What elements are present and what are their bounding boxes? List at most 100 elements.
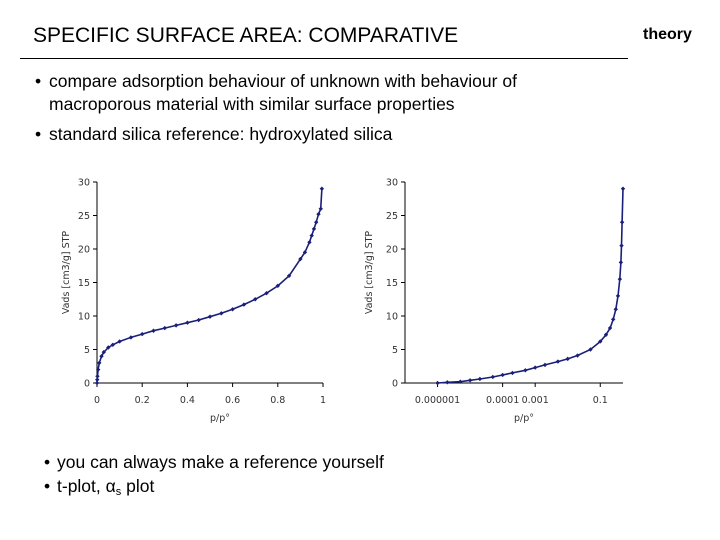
alpha-subscript: s	[115, 486, 122, 498]
series-line	[437, 188, 624, 384]
x-tick-label: 1	[320, 395, 326, 406]
bullet-item: • standard silica reference: hydroxylate…	[35, 123, 517, 146]
y-tick-label: 25	[386, 211, 398, 222]
data-point	[219, 311, 224, 316]
data-point	[477, 376, 483, 382]
data-point	[565, 356, 570, 362]
y-tick-label: 10	[386, 312, 398, 323]
data-point	[286, 273, 292, 278]
data-point	[275, 283, 280, 289]
x-tick-label: 0.0001	[486, 395, 519, 406]
data-point	[311, 226, 317, 232]
chart-1: 0 5 10 15 20 25 30 0 0.2 0.4 0.6 0.8 1 p/p° Vads [cm3/…	[61, 178, 326, 425]
data-point	[185, 320, 190, 325]
data-point	[542, 362, 548, 368]
bullet-glyph: •	[44, 476, 51, 496]
data-point	[298, 256, 303, 262]
bullet-item: • compare adsorption behaviour of unknow…	[35, 70, 517, 116]
data-point	[264, 291, 269, 296]
y-tick-label: 10	[78, 312, 90, 323]
data-point	[173, 323, 179, 328]
data-point	[140, 331, 145, 337]
data-point	[302, 250, 308, 255]
y-tick-label: 15	[78, 278, 90, 289]
data-point	[99, 354, 104, 359]
data-point	[316, 211, 321, 217]
data-point	[110, 342, 116, 348]
data-point	[230, 307, 235, 312]
alpha-symbol: α	[105, 476, 116, 496]
bullet-text: standard silica reference: hydroxylated …	[49, 124, 393, 144]
x-tick-label: 0.001	[522, 395, 549, 406]
data-point	[128, 335, 134, 340]
data-point	[615, 293, 621, 299]
y-tick-label: 20	[78, 245, 90, 256]
data-point	[95, 377, 100, 382]
bullet-text-suffix: plot	[126, 476, 155, 496]
data-point	[435, 380, 440, 386]
x-tick-label: 0.8	[270, 395, 285, 406]
data-point	[106, 345, 111, 350]
y-tick-label: 5	[392, 345, 398, 356]
data-point	[314, 220, 319, 225]
data-point	[196, 317, 201, 323]
y-tick-label: 15	[386, 278, 398, 289]
data-point	[307, 240, 312, 245]
data-point	[319, 186, 325, 191]
x-tick-label: 0.2	[135, 395, 150, 406]
series-line	[96, 188, 323, 384]
data-point	[598, 339, 603, 344]
data-point	[117, 339, 122, 344]
data-point	[510, 370, 515, 376]
x-tick-label: 0	[94, 395, 100, 406]
data-point	[532, 365, 538, 370]
bullet-text-continued: macroporous material with similar surfac…	[49, 94, 455, 114]
y-tick-label: 25	[78, 211, 90, 222]
bullet-item: • t-plot, αs plot	[44, 474, 384, 504]
data-point	[588, 347, 593, 352]
data-point	[94, 380, 100, 386]
bottom-bullet-list: • you can always make a reference yourse…	[44, 450, 384, 504]
bullet-text: compare adsorption behaviour of unknown …	[49, 71, 517, 91]
data-point	[318, 206, 323, 211]
data-point	[611, 317, 616, 322]
data-point	[253, 297, 258, 302]
data-point	[162, 325, 167, 331]
data-point	[458, 379, 463, 384]
data-point	[575, 353, 580, 358]
x-tick-label: 0.1	[593, 395, 608, 406]
data-point	[619, 243, 624, 248]
x-tick-label: 0.000001	[415, 395, 460, 406]
data-point	[151, 328, 156, 333]
x-tick-label: 0.6	[225, 395, 240, 406]
bullet-glyph: •	[44, 452, 51, 472]
slide-title: SPECIFIC SURFACE AREA: COMPARATIVE	[33, 24, 459, 47]
y-tick-label: 0	[392, 379, 398, 390]
bullet-glyph: •	[35, 71, 42, 91]
y-axis-label: Vads [cm3/g] STP	[61, 231, 72, 315]
data-point	[500, 372, 505, 378]
bullet-glyph: •	[35, 124, 42, 144]
top-bullet-list: • compare adsorption behaviour of unknow…	[35, 70, 517, 146]
data-point	[97, 360, 102, 366]
chart-2: 0 5 10 15 20 25 30 0.000001 0.0001 0.001 0.1 p/p° Va…	[364, 178, 626, 424]
y-tick-label: 5	[84, 345, 90, 356]
data-point	[620, 186, 626, 191]
data-point	[101, 349, 106, 355]
bullet-item: • you can always make a reference yourse…	[44, 450, 384, 474]
data-point	[613, 307, 618, 312]
data-point	[309, 233, 314, 238]
y-tick-label: 0	[84, 379, 90, 390]
data-point	[467, 378, 473, 383]
data-point	[445, 380, 450, 385]
y-tick-label: 30	[386, 178, 398, 189]
data-point	[207, 314, 213, 319]
data-point	[523, 368, 528, 373]
data-point	[241, 302, 247, 307]
data-point	[95, 367, 101, 372]
data-point	[619, 220, 625, 225]
data-point	[555, 359, 561, 364]
data-point	[603, 332, 609, 337]
y-tick-label: 30	[78, 178, 90, 189]
